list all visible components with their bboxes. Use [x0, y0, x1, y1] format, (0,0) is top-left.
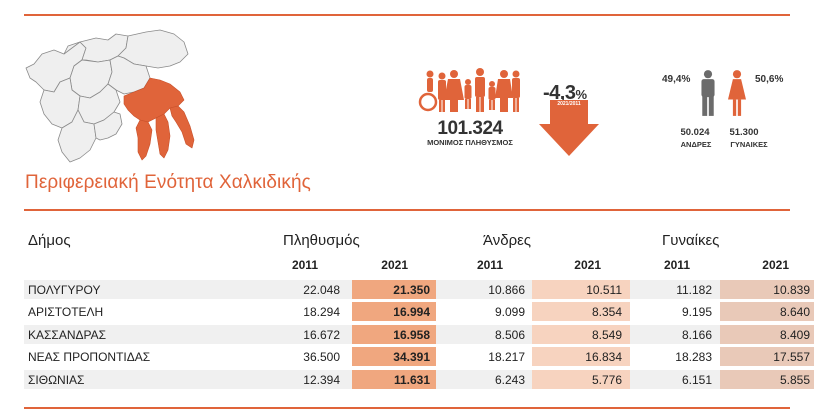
cell-m2021: 8.549 — [591, 328, 622, 342]
municipality-name: ΣΙΘΩΝΙΑΣ — [28, 373, 85, 387]
region-title: Περιφερειακή Ενότητα Χαλκιδικής — [25, 172, 311, 193]
municipality-name: ΚΑΣΣΑΝΔΡΑΣ — [28, 328, 107, 342]
female-percent: 50,6% — [755, 74, 784, 85]
cell-w2011: 9.195 — [681, 305, 712, 319]
cell-w2011: 18.283 — [675, 350, 712, 364]
table-row: ΑΡΙΣΤΟΤΕΛΗ 18.294 16.994 9.099 8.354 9.195 8.6… — [24, 302, 814, 321]
female-count: 51.300 — [729, 127, 759, 138]
header-women: Γυναίκες — [662, 232, 720, 249]
header-municipality: Δήμος — [28, 232, 71, 249]
population-change: -4,3% — [543, 82, 587, 104]
table-row: ΣΙΘΩΝΙΑΣ 12.394 11.631 6.243 5.776 6.151 5.855 — [24, 370, 814, 389]
highlight-cell — [720, 302, 814, 321]
male-icon — [701, 70, 715, 116]
year-population-2011: 2011 — [291, 258, 318, 272]
year-women-2011: 2011 — [663, 258, 690, 272]
arrow-down-icon — [539, 100, 599, 156]
middle-rule — [24, 209, 790, 211]
cell-w2021: 8.640 — [779, 305, 810, 319]
male-label: ΑΝΔΡΕΣ — [680, 140, 712, 149]
cell-m2011: 9.099 — [494, 305, 525, 319]
table-row: ΠΟΛΥΓΥΡΟΥ 22.048 21.350 10.866 10.511 11.182 1… — [24, 280, 814, 299]
municipality-name: ΑΡΙΣΤΟΤΕΛΗ — [28, 305, 104, 319]
highlight-cell — [532, 302, 630, 321]
highlight-cell — [532, 325, 630, 344]
highlight-cell — [532, 347, 630, 366]
cell-p2011: 22.048 — [303, 283, 340, 297]
change-period: 2021/2011 — [557, 101, 581, 107]
cell-m2021: 8.354 — [591, 305, 622, 319]
highlight-cell — [352, 370, 436, 389]
table-row: ΚΑΣΣΑΝΔΡΑΣ 16.672 16.958 8.506 8.549 8.166 8.4… — [24, 325, 814, 344]
cell-m2011: 10.866 — [488, 283, 525, 297]
cell-w2021: 17.557 — [773, 350, 810, 364]
top-rule — [24, 14, 790, 16]
cell-p2011: 12.394 — [303, 373, 340, 387]
male-percent: 49,4% — [662, 74, 691, 85]
cell-w2011: 11.182 — [676, 283, 712, 297]
cell-p2021: 34.391 — [393, 350, 430, 364]
cell-m2011: 8.506 — [494, 328, 525, 342]
population-total: 101.324 — [437, 118, 503, 139]
highlight-cell — [720, 370, 814, 389]
highlight-cell — [720, 347, 814, 366]
cell-p2011: 36.500 — [303, 350, 340, 364]
male-count: 50.024 — [680, 127, 710, 138]
year-population-2021: 2021 — [381, 258, 408, 272]
cell-w2021: 5.855 — [779, 373, 810, 387]
population-people-icon — [418, 68, 520, 112]
cell-w2021: 10.839 — [773, 283, 810, 297]
cell-m2021: 5.776 — [591, 373, 622, 387]
cell-m2021: 16.834 — [585, 350, 622, 364]
highlight-cell — [352, 302, 436, 321]
highlight-cell — [352, 347, 436, 366]
highlight-cell — [532, 280, 630, 299]
cell-p2021: 21.350 — [393, 283, 430, 297]
cell-p2011: 18.294 — [303, 305, 340, 319]
municipality-name: ΝΕΑΣ ΠΡΟΠΟΝΤΙΔΑΣ — [28, 350, 151, 364]
cell-w2011: 8.166 — [681, 328, 712, 342]
table-row: ΝΕΑΣ ΠΡΟΠΟΝΤΙΔΑΣ 36.500 34.391 18.217 16.834… — [24, 347, 814, 366]
header-men: Άνδρες — [483, 232, 532, 249]
year-men-2011: 2011 — [476, 258, 503, 272]
cell-p2021: 11.631 — [393, 373, 430, 387]
female-label: ΓΥΝΑΙΚΕΣ — [730, 140, 768, 149]
year-women-2021: 2021 — [762, 258, 789, 272]
female-icon — [728, 70, 746, 116]
region-map — [25, 29, 195, 163]
highlight-cell — [352, 325, 436, 344]
highlight-cell — [352, 280, 436, 299]
cell-w2011: 6.151 — [681, 373, 712, 387]
year-men-2021: 2021 — [574, 258, 601, 272]
highlight-cell — [532, 370, 630, 389]
cell-p2011: 16.672 — [303, 328, 340, 342]
population-label: ΜΟΝΙΜΟΣ ΠΛΗΘΥΣΜΟΣ — [427, 138, 513, 147]
cell-m2011: 18.217 — [488, 350, 525, 364]
bottom-rule — [24, 407, 790, 409]
municipality-name: ΠΟΛΥΓΥΡΟΥ — [28, 283, 101, 297]
cell-m2021: 10.511 — [586, 283, 622, 297]
cell-p2021: 16.994 — [393, 305, 430, 319]
cell-m2011: 6.243 — [494, 373, 525, 387]
highlight-cell — [720, 325, 814, 344]
highlight-cell — [720, 280, 814, 299]
cell-p2021: 16.958 — [393, 328, 430, 342]
header-population: Πληθυσμός — [283, 232, 360, 249]
cell-w2021: 8.409 — [779, 328, 810, 342]
